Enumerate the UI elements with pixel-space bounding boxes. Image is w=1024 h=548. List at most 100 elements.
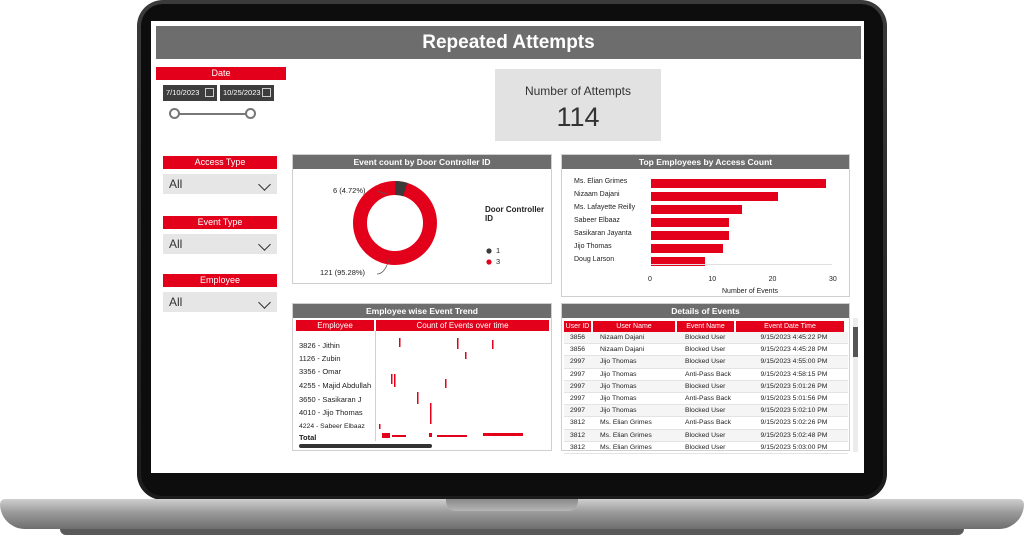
table-row[interactable]: 3856 Nizaam Dajani Blocked User 9/15/2023 4… (564, 332, 848, 345)
trend-row-employee[interactable]: 3826 - Jithin (299, 341, 340, 350)
cell-user-name: Jijo Thomas (591, 392, 681, 406)
calendar-icon[interactable] (262, 88, 271, 97)
trend-spike (430, 403, 432, 424)
cell-event-datetime: 9/15/2023 5:02:26 PM (740, 416, 848, 430)
trend-spike (483, 433, 523, 436)
cell-event-name: Blocked User (681, 343, 740, 357)
event-type-dropdown[interactable]: All (163, 234, 277, 254)
x-tick-label: 10 (708, 276, 717, 283)
bar[interactable] (651, 218, 730, 227)
details-scrollbar-track[interactable] (853, 318, 858, 452)
dashboard-screen: Repeated Attempts Date 7/10/2023 10/25/2… (151, 21, 864, 473)
cell-user-id: 2997 (564, 404, 591, 418)
donut-slice-1[interactable] (353, 181, 437, 265)
page-title: Repeated Attempts (156, 26, 861, 59)
donut-legend-title: Door Controller ID (485, 205, 544, 223)
cell-user-id: 2997 (564, 380, 591, 393)
bar[interactable] (651, 192, 778, 201)
trend-spike (492, 340, 494, 349)
details-title: Details of Events (562, 304, 849, 318)
trend-row-employee[interactable]: 1126 - Zubin (299, 354, 341, 363)
cell-event-datetime: 9/15/2023 5:03:00 PM (740, 441, 848, 454)
cell-event-name: Blocked User (681, 355, 740, 369)
x-axis-label: Number of Events (722, 288, 779, 295)
date-range-slider-track[interactable] (175, 113, 253, 115)
employee-dropdown[interactable]: All (163, 292, 277, 312)
cell-user-id: 3856 (564, 343, 591, 357)
trend-spike (392, 435, 406, 437)
trend-spike (437, 435, 467, 437)
bar[interactable] (651, 231, 730, 240)
cell-event-name: Blocked User (681, 332, 740, 345)
access-type-dropdown[interactable]: All (163, 174, 277, 194)
trend-row-employee[interactable]: 4255 - Majid Abdullah (299, 381, 372, 390)
trend-spike (391, 374, 393, 384)
leader-line-large (376, 258, 390, 275)
bar-label: Ms. Lafayette Reilly (574, 204, 636, 211)
x-tick-label: 0 (648, 276, 652, 283)
kpi-label: Number of Attempts (524, 84, 632, 98)
bar[interactable] (651, 179, 826, 188)
table-row[interactable]: 3812 Ms. Elian Grimes Blocked User 9/15/202… (564, 429, 848, 442)
bar[interactable] (651, 205, 742, 214)
trend-row-employee[interactable]: 4010 - Jijo Thomas (299, 408, 363, 417)
table-row[interactable]: 2997 Jijo Thomas Anti-Pass Back 9/15/2023 4… (564, 368, 848, 381)
access-type-filter-label: Access Type (163, 156, 277, 169)
legend-label-3: 3 (496, 257, 501, 266)
date-range-start-handle[interactable] (169, 108, 180, 119)
trend-row-employee[interactable]: 3650 - Sasikaran J (299, 395, 362, 404)
date-range-end-handle[interactable] (245, 108, 256, 119)
details-col-user-name[interactable]: User Name (593, 321, 675, 332)
horizontal-scrollbar[interactable] (299, 444, 432, 448)
event-type-value: All (169, 237, 183, 251)
cell-user-name: Jijo Thomas (591, 380, 681, 393)
table-row[interactable]: 3856 Nizaam Dajani Blocked User 9/15/2023 4… (564, 343, 848, 357)
cell-event-name: Blocked User (681, 429, 740, 442)
details-col-event-name[interactable]: Event Name (677, 321, 734, 332)
trend-spike (417, 392, 419, 404)
door-controller-donut-panel: Event count by Door Controller ID 6 (4.7… (292, 154, 552, 284)
details-col-user-id[interactable]: User ID (564, 321, 591, 332)
cell-user-name: Jijo Thomas (591, 404, 681, 418)
cell-user-name: Jijo Thomas (591, 355, 681, 369)
start-date-value: 7/10/2023 (166, 88, 200, 97)
table-row[interactable]: 3812 Ms. Elian Grimes Blocked User 9/15/202… (564, 441, 848, 454)
calendar-icon[interactable] (205, 88, 214, 97)
bar[interactable] (651, 257, 706, 266)
cell-user-id: 2997 (564, 355, 591, 369)
trend-spike (445, 379, 447, 388)
leader-line-small (376, 190, 388, 195)
bar-label: Doug Larson (574, 256, 615, 263)
details-col-event-datetime[interactable]: Event Date Time (736, 321, 844, 332)
top-employees-panel: Top Employees by Access Count Ms. Elian … (561, 154, 850, 297)
trend-row-employee[interactable]: 3356 - Omar (299, 367, 342, 376)
trend-col-employee: Employee (296, 320, 374, 331)
date-filter-label: Date (156, 67, 286, 80)
details-scrollbar-thumb[interactable] (853, 327, 858, 357)
bar[interactable] (651, 244, 724, 253)
cell-event-datetime: 9/15/2023 4:58:15 PM (740, 368, 848, 381)
end-date-input[interactable]: 10/25/2023 (220, 85, 274, 101)
start-date-input[interactable]: 7/10/2023 (163, 85, 217, 101)
table-row[interactable]: 2997 Jijo Thomas Blocked User 9/15/2023 5:0… (564, 380, 848, 393)
table-row[interactable]: 2997 Jijo Thomas Anti-Pass Back 9/15/2023 5… (564, 392, 848, 406)
legend-label-1: 1 (496, 246, 501, 255)
table-row[interactable]: 3812 Ms. Elian Grimes Anti-Pass Back 9/15/2… (564, 416, 848, 430)
trend-spike (399, 338, 401, 347)
cell-user-name: Ms. Elian Grimes (591, 416, 681, 430)
employee-trend-panel: Employee wise Event Trend Employee Count… (292, 303, 552, 451)
cell-user-id: 2997 (564, 392, 591, 406)
laptop-notch (446, 499, 578, 511)
kpi-value: 114 (556, 102, 600, 132)
trend-spike (379, 424, 381, 429)
cell-event-name: Anti-Pass Back (681, 392, 740, 406)
cell-user-id: 3856 (564, 332, 591, 345)
table-row[interactable]: 2997 Jijo Thomas Blocked User 9/15/2023 5:0… (564, 404, 848, 418)
table-row[interactable]: 2997 Jijo Thomas Blocked User 9/15/2023 4:5… (564, 355, 848, 369)
cell-event-datetime: 9/15/2023 4:55:00 PM (740, 355, 848, 369)
trend-spike (394, 374, 396, 387)
trend-row-employee[interactable]: 4224 - Sabeer Elbaaz (299, 423, 365, 430)
details-panel: Details of Events User ID User Name Even… (561, 303, 850, 454)
donut-slice-3[interactable] (353, 181, 437, 265)
x-tick-label: 20 (768, 276, 777, 283)
